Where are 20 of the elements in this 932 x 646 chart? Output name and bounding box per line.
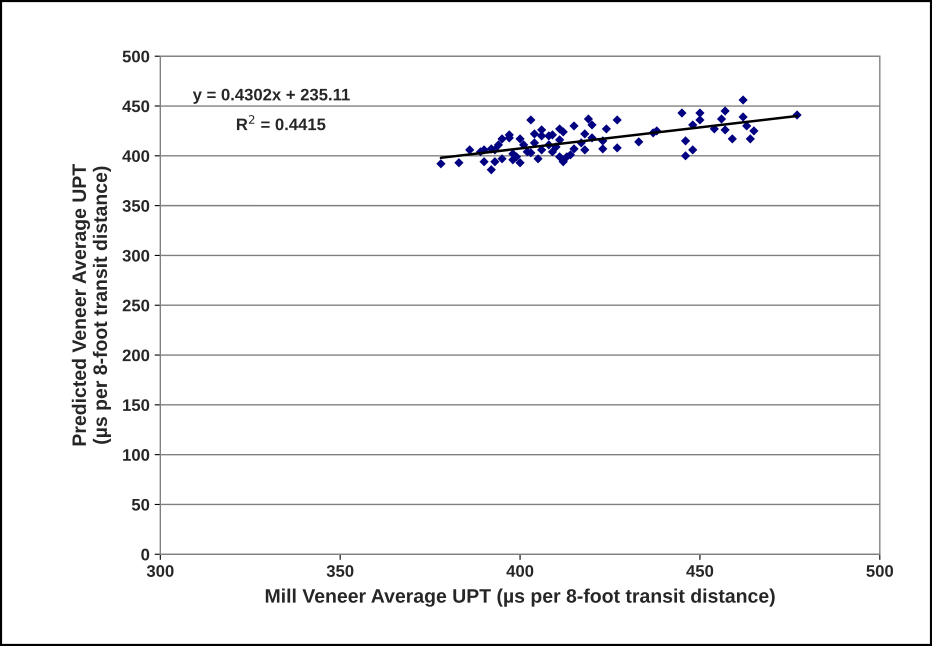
x-tick-label: 350 — [326, 565, 354, 577]
y-tick-label: 100 — [123, 449, 150, 461]
x-tick-label: 300 — [146, 565, 174, 577]
y-tick-label: 350 — [122, 200, 150, 212]
y-tick-label: 250 — [122, 300, 150, 312]
x-tick-label: 500 — [866, 565, 894, 577]
y-tick-label: 300 — [122, 250, 150, 262]
y-tick-label: 50 — [132, 498, 150, 511]
x-tick-label: 400 — [506, 565, 534, 577]
y-axis-title: Predicted Veneer Average UPT (µs per 8-foot transit distance) — [72, 164, 111, 446]
x-axis-title: Mill Veneer Average UPT (µs per 8-foot transit distance) — [266, 588, 775, 607]
x-tick-label: 450 — [686, 565, 714, 577]
y-tick-label: 0 — [141, 548, 150, 560]
y-tick-label: 400 — [122, 150, 150, 162]
y-tick-label: 500 — [122, 50, 150, 62]
annotation: y = 0.4302x + 235.11 — [192, 88, 350, 104]
y-tick-label: 200 — [122, 349, 150, 362]
y-tick-label: 150 — [123, 399, 150, 412]
annotation: R$^{2}$ = 0.4415 — [236, 115, 326, 130]
y-tick-label: 450 — [122, 100, 150, 112]
